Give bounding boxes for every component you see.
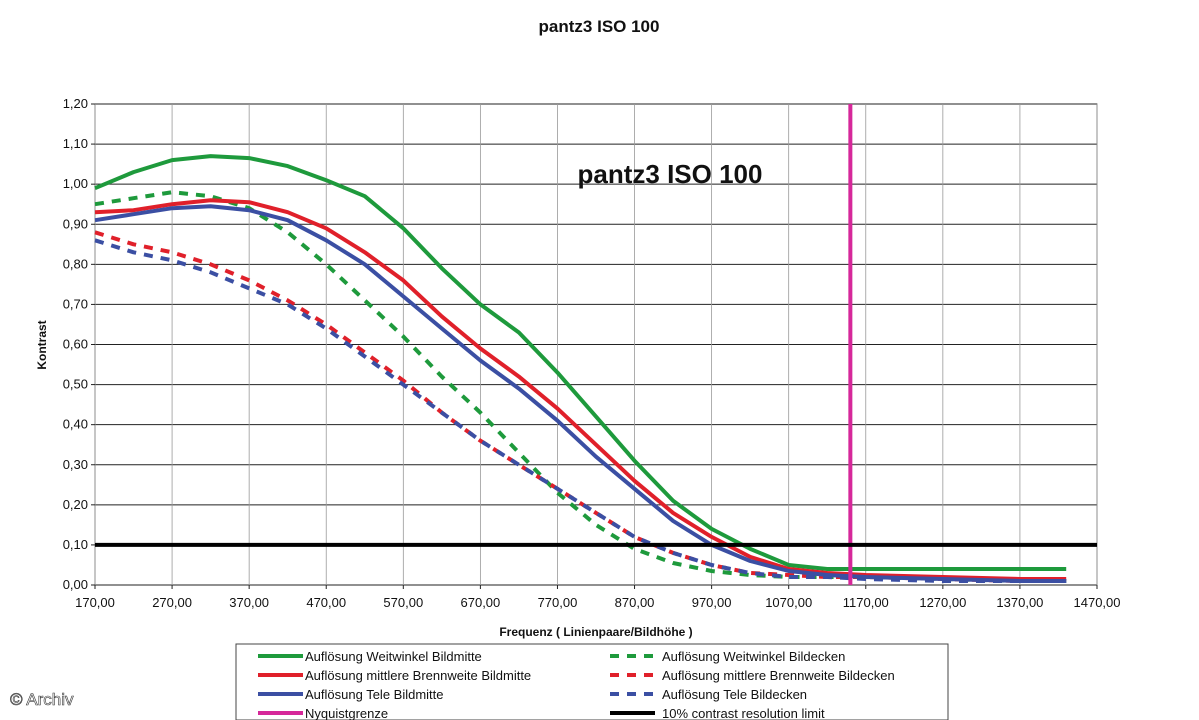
x-tick-label: 1070,00 (765, 595, 812, 610)
y-tick-label: 0,20 (63, 497, 88, 512)
y-tick-label: 0,70 (63, 296, 88, 311)
series-line-aufl-sung-weitwinkel-bildecken (94, 190, 1067, 583)
legend-label: Auflösung mittlere Brennweite Bildecken (662, 668, 895, 683)
x-tick-label: 870,00 (615, 595, 655, 610)
series-line-aufl-sung-tele-bildecken (94, 238, 1067, 583)
x-tick-label: 470,00 (306, 595, 346, 610)
x-tick-label: 770,00 (538, 595, 578, 610)
y-tick-label: 1,10 (63, 136, 88, 151)
x-tick-label: 670,00 (461, 595, 501, 610)
legend-label: Auflösung mittlere Brennweite Bildmitte (305, 668, 531, 683)
x-tick-label: 370,00 (229, 595, 269, 610)
legend-box (235, 643, 949, 720)
legend: Auflösung Weitwinkel Bildmitte Auflösung … (258, 649, 895, 720)
chart-title: pantz3 ISO 100 (539, 17, 660, 36)
x-tick-label: 1270,00 (919, 595, 966, 610)
y-tick-label: 0,40 (63, 417, 88, 432)
y-tick-label: 0,30 (63, 457, 88, 472)
x-tick-label: 1470,00 (1074, 595, 1121, 610)
x-tick-label: 970,00 (692, 595, 732, 610)
x-tick-label: 170,00 (75, 595, 115, 610)
legend-label: Auflösung Weitwinkel Bildmitte (305, 649, 482, 664)
legend-label: Nyquistgrenze (305, 706, 388, 720)
x-axis-ticks: 170,00 270,00 370,00 470,00 570,00 670,00 770,… (75, 585, 1121, 610)
legend-label: 10% contrast resolution limit (662, 706, 825, 720)
y-axis-ticks: 0,00 0,10 0,20 0,30 0,40 0,50 0,60 0,70 0,80 0,90… (63, 96, 95, 592)
y-tick-label: 1,00 (63, 176, 88, 191)
x-tick-label: 1170,00 (843, 595, 889, 610)
y-axis-label: Kontrast (35, 320, 49, 369)
inner-title: pantz3 ISO 100 (578, 159, 763, 189)
x-axis-label: Frequenz ( Linienpaare/Bildhöhe ) (499, 625, 692, 639)
series-line-aufl-sung-tele-bildmitte (94, 204, 1067, 583)
series-line-aufl-sung-mittlere-brennweite-bildmitte (94, 198, 1067, 581)
y-tick-label: 0,90 (63, 216, 88, 231)
y-tick-label: 0,10 (63, 537, 88, 552)
grid (94, 103, 1098, 586)
series-group (94, 104, 1097, 585)
y-tick-label: 0,80 (63, 256, 88, 271)
y-tick-label: 0,00 (63, 577, 88, 592)
y-tick-label: 0,50 (63, 377, 88, 392)
x-tick-label: 570,00 (383, 595, 423, 610)
y-tick-label: 0,60 (63, 337, 88, 352)
legend-label: Auflösung Tele Bildecken (662, 687, 807, 702)
legend-label: Auflösung Tele Bildmitte (305, 687, 444, 702)
x-tick-label: 270,00 (152, 595, 192, 610)
legend-label: Auflösung Weitwinkel Bildecken (662, 649, 845, 664)
series-line-aufl-sung-mittlere-brennweite-bildecken (94, 230, 1067, 583)
x-tick-label: 1370,00 (996, 595, 1043, 610)
series-line-aufl-sung-weitwinkel-bildmitte (94, 154, 1067, 571)
watermark: © Archiv (10, 690, 74, 709)
y-tick-label: 1,20 (63, 96, 88, 111)
